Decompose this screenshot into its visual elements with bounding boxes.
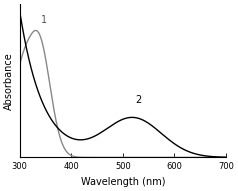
- Text: 2: 2: [135, 95, 141, 105]
- Y-axis label: Absorbance: Absorbance: [4, 52, 14, 110]
- Text: 1: 1: [41, 15, 47, 25]
- X-axis label: Wavelength (nm): Wavelength (nm): [80, 177, 165, 187]
